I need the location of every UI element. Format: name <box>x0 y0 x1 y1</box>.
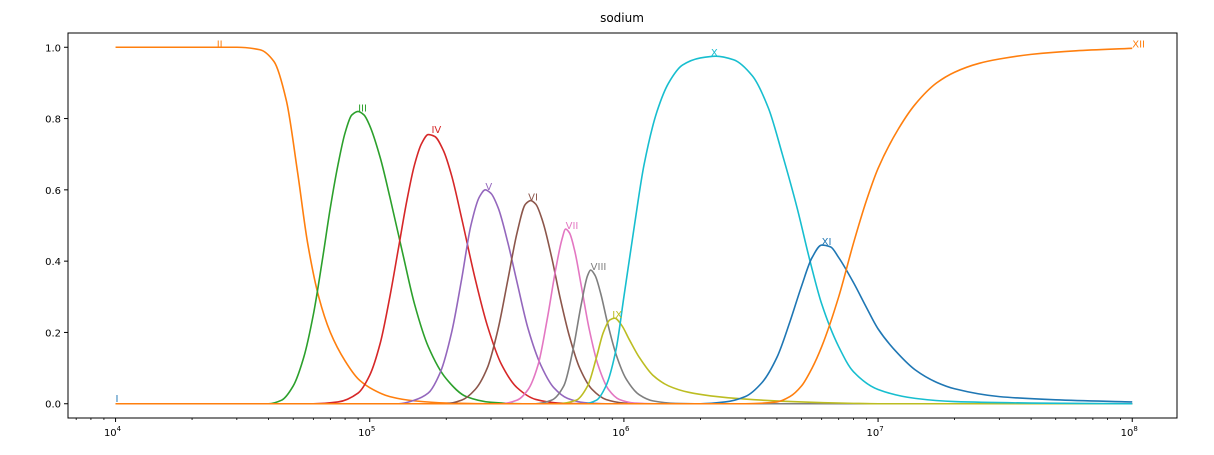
y-tick-label: 0.0 <box>45 400 61 411</box>
series-label-VI: VI <box>528 193 538 204</box>
y-tick-label: 0.4 <box>45 257 61 268</box>
y-tick-label: 0.8 <box>45 115 61 126</box>
x-tick-label: 104 <box>104 425 122 439</box>
y-axis: 0.0 0.2 0.4 0.6 0.8 1.0 <box>45 43 68 411</box>
x-tick-label: 108 <box>1121 425 1138 439</box>
series-label-IX: IX <box>612 310 622 321</box>
series-label-VIII: VIII <box>591 262 607 273</box>
y-tick-label: 0.2 <box>45 328 61 339</box>
series-line-II <box>115 46 1133 405</box>
series-label-V: V <box>485 182 492 193</box>
series-line-IX <box>115 317 1133 405</box>
series-label-III: III <box>358 103 367 114</box>
x-tick-label: 107 <box>866 425 883 439</box>
chart-title: sodium <box>600 11 644 25</box>
y-tick-label: 0.6 <box>45 186 61 197</box>
series-line-X <box>115 55 1133 405</box>
series-line-VIII <box>115 269 1133 405</box>
y-tick-label: 1.0 <box>45 43 61 54</box>
series-line-V <box>115 189 1133 405</box>
x-axis: 104 105 106 107 108 <box>75 418 1138 439</box>
series-line-VI <box>115 199 1133 405</box>
series-label-II: II <box>217 39 223 50</box>
series-label-XI: XI <box>822 237 832 248</box>
series-label-IV: IV <box>431 125 441 136</box>
series-line-IV <box>115 133 1133 405</box>
series-line-III <box>115 110 1133 405</box>
series-line-VII <box>115 228 1133 405</box>
series-label-XII: XII <box>1132 39 1145 50</box>
series-label-I: I <box>116 394 119 405</box>
x-tick-label: 105 <box>358 425 375 439</box>
series-line-XI <box>115 244 1133 405</box>
x-tick-label: 106 <box>612 425 630 439</box>
series-line-XII <box>115 47 1133 405</box>
series-label-X: X <box>711 48 718 59</box>
series-label-VII: VII <box>566 221 579 232</box>
plot-frame <box>67 32 1178 419</box>
